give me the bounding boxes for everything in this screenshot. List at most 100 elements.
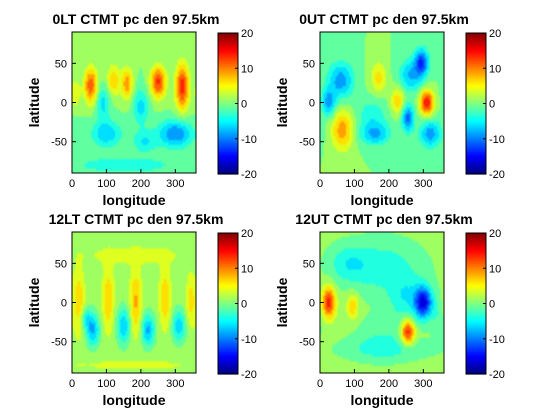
colorbar-step [466, 266, 486, 269]
colorbar-step [466, 81, 486, 85]
colorbar-step [218, 57, 238, 61]
colorbar-step [218, 235, 238, 239]
x-tick-label: 200 [380, 178, 398, 190]
colorbar-step [218, 314, 238, 318]
colorbar-step [466, 259, 486, 263]
colorbar-step [466, 167, 486, 171]
colorbar-step [466, 138, 486, 142]
colorbar-step [466, 371, 486, 375]
colorbar-step [466, 303, 486, 307]
colorbar-step [218, 123, 238, 127]
colorbar-step [466, 263, 486, 267]
colorbar-tick-label: 10 [489, 63, 501, 75]
colorbar-step [466, 145, 486, 149]
colorbar-step [218, 140, 238, 144]
colorbar-step [466, 305, 486, 309]
colorbar-step [218, 301, 238, 305]
colorbar-step [218, 266, 238, 269]
x-axis-label: longitude [103, 392, 166, 408]
colorbar-step [466, 136, 486, 140]
colorbar-step [466, 343, 486, 346]
colorbar-step [466, 340, 486, 344]
x-tick-label: 300 [414, 378, 432, 390]
x-tick-label: 100 [345, 378, 363, 390]
colorbar-step [466, 57, 486, 61]
colorbar-step [218, 99, 238, 102]
chart-title: 12LT CTMT pc den 97.5km [49, 211, 224, 227]
colorbar-tick-label: 0 [241, 99, 247, 111]
colorbar-step [466, 123, 486, 127]
colorbar-step [466, 325, 486, 329]
colorbar-step [466, 336, 486, 340]
colorbar-step [466, 118, 486, 122]
colorbar-step [218, 268, 238, 272]
colorbar-tick-label: -10 [241, 334, 257, 346]
colorbar-step [466, 41, 486, 45]
colorbar-step [218, 33, 238, 36]
colorbar-step [218, 285, 238, 289]
colorbar-step [218, 125, 238, 129]
colorbar-step [218, 362, 238, 366]
colorbar-step [466, 63, 486, 67]
colorbar-step [218, 136, 238, 140]
colorbar-step [466, 307, 486, 311]
colorbar-step [218, 338, 238, 342]
colorbar-step [466, 46, 486, 50]
colorbar-tick-label: 20 [489, 28, 501, 40]
colorbar-step [466, 127, 486, 131]
colorbar-step [466, 351, 486, 355]
colorbar-step [466, 61, 486, 65]
colorbar-step [466, 140, 486, 144]
colorbar-step [466, 50, 486, 54]
colorbar-step [218, 114, 238, 118]
colorbar-step [466, 92, 486, 96]
colorbar-step [218, 336, 238, 340]
colorbar-step [466, 107, 486, 111]
colorbar-step [218, 274, 238, 278]
colorbar-step [466, 274, 486, 278]
x-tick-label: 0 [317, 378, 323, 390]
colorbar-step [466, 171, 486, 175]
colorbar-step [466, 88, 486, 91]
colorbar-step [218, 92, 238, 96]
colorbar-step [218, 294, 238, 298]
colorbar-step [466, 365, 486, 368]
colorbar-step [218, 358, 238, 362]
colorbar-step [218, 134, 238, 138]
colorbar-step [466, 332, 486, 335]
colorbar-step [218, 371, 238, 375]
colorbar-step [466, 125, 486, 129]
colorbar-step [218, 288, 238, 291]
colorbar-step [466, 316, 486, 320]
colorbar-step [466, 272, 486, 276]
x-tick-label: 100 [345, 178, 363, 190]
colorbar-step [218, 351, 238, 355]
colorbar-tick-label: 20 [489, 228, 501, 240]
colorbar-step [466, 85, 486, 89]
colorbar-step [466, 94, 486, 98]
colorbar-step [466, 105, 486, 109]
colorbar-step [218, 343, 238, 346]
colorbar-step [218, 118, 238, 122]
colorbar-step [218, 68, 238, 72]
colorbar-step [466, 154, 486, 157]
colorbar-step [466, 334, 486, 338]
colorbar-step [466, 103, 486, 107]
colorbar-step [466, 129, 486, 133]
colorbar: 20 10 0 -10 -20 [465, 28, 505, 181]
colorbar-step [466, 96, 486, 100]
x-tick-label: 0 [317, 178, 323, 190]
colorbar-tick-label: -20 [241, 369, 257, 381]
colorbar-tick-label: 10 [241, 263, 253, 275]
colorbar-step [218, 171, 238, 175]
colorbar-step [466, 281, 486, 285]
colorbar-step [218, 83, 238, 87]
colorbar-step [218, 143, 238, 146]
colorbar-step [218, 255, 238, 258]
colorbar-step [218, 85, 238, 89]
colorbar-step [466, 248, 486, 252]
colorbar-step [466, 310, 486, 313]
colorbar-step [218, 299, 238, 302]
colorbar-step [218, 334, 238, 338]
